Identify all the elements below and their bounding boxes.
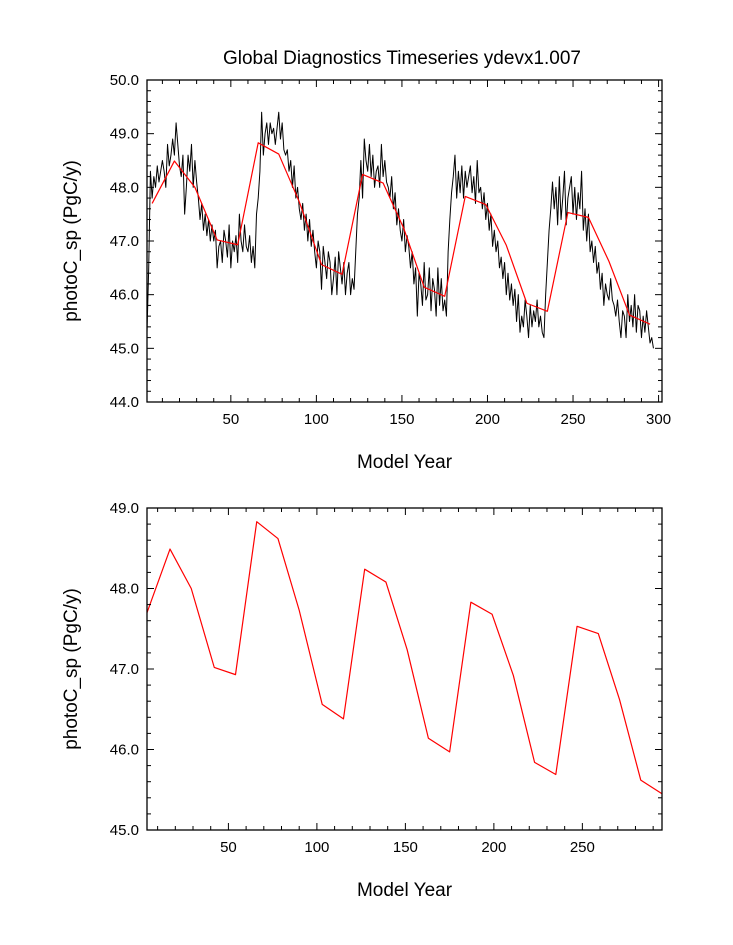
top-y-tick-label: 47.0 [110, 233, 139, 250]
bottom-series-smoothed-line [146, 521, 663, 795]
bottom-plot-frame [146, 507, 663, 831]
top-x-tick-label: 300 [646, 411, 671, 428]
top-series-annual-line [146, 111, 654, 349]
bottom-y-axis-label: photoC_sp (PgC/y) [61, 588, 82, 750]
top-y-tick-label: 45.0 [110, 340, 139, 357]
top-y-tick-label: 44.0 [110, 394, 139, 411]
top-x-tick-label: 150 [389, 411, 414, 428]
chart-title: Global Diagnostics Timeseries ydevx1.007 [223, 48, 581, 69]
top-x-tick-label: 50 [222, 411, 239, 428]
bottom-y-tick-label: 48.0 [110, 581, 139, 598]
bottom-x-tick-label: 250 [570, 839, 595, 856]
top-x-tick-label: 250 [561, 411, 586, 428]
top-y-axis-label: photoC_sp (PgC/y) [61, 160, 82, 322]
bottom-series-layer [146, 521, 663, 795]
bottom-x-tick-label: 150 [393, 839, 418, 856]
top-y-tick-label: 48.0 [110, 179, 139, 196]
bottom-x-tick-label: 200 [481, 839, 506, 856]
top-series-layer [146, 111, 654, 349]
bottom-y-tick-label: 45.0 [110, 822, 139, 839]
bottom-x-tick-label: 50 [220, 839, 237, 856]
top-series-smoothed-line [151, 142, 651, 325]
top-y-tick-label: 50.0 [110, 72, 139, 89]
top-x-tick-label: 200 [475, 411, 500, 428]
top-y-tick-label: 49.0 [110, 126, 139, 143]
top-x-tick-label: 100 [304, 411, 329, 428]
bottom-tick-labels: 50 100 150 200 250 45.0 46.0 47.0 48.0 49.0 [110, 500, 595, 856]
bottom-ticks [147, 507, 662, 831]
bottom-y-tick-label: 46.0 [110, 742, 139, 759]
top-panel: 50 100 150 200 250 300 44.0 45.0 46.0 47.0 48.0 49.… [61, 72, 671, 473]
bottom-x-tick-label: 100 [304, 839, 329, 856]
bottom-y-tick-label: 47.0 [110, 661, 139, 678]
bottom-x-axis-label: Model Year [357, 880, 453, 901]
top-x-axis-label: Model Year [357, 452, 453, 473]
top-y-tick-label: 46.0 [110, 287, 139, 304]
top-tick-labels: 50 100 150 200 250 300 44.0 45.0 46.0 47.0 48.0 49.… [110, 72, 671, 428]
bottom-y-tick-label: 49.0 [110, 500, 139, 517]
bottom-panel: 50 100 150 200 250 45.0 46.0 47.0 48.0 49.0 Model… [61, 500, 663, 901]
top-plot-frame [146, 79, 663, 403]
top-ticks [147, 79, 662, 403]
